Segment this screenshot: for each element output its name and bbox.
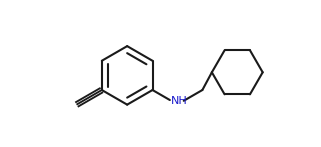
Text: NH: NH (171, 96, 187, 106)
